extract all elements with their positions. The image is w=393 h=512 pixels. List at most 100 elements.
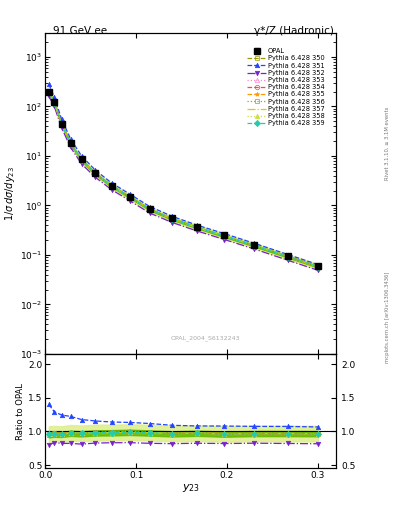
Pythia 6.428 354 — [170, 216, 175, 222]
Text: γ*/Z (Hadronic): γ*/Z (Hadronic) — [254, 26, 334, 36]
Pythia 6.428 351 — [316, 262, 320, 268]
Pythia 6.428 351 — [195, 222, 199, 228]
Pythia 6.428 357 — [52, 100, 57, 106]
Pythia 6.428 355 — [222, 233, 227, 239]
Pythia 6.428 355 — [147, 206, 152, 212]
Pythia 6.428 356 — [316, 264, 320, 270]
Pythia 6.428 359 — [170, 216, 175, 222]
Line: Pythia 6.428 358: Pythia 6.428 358 — [47, 90, 320, 269]
Pythia 6.428 351 — [59, 116, 64, 122]
Pythia 6.428 359 — [46, 89, 51, 95]
Pythia 6.428 355 — [316, 264, 320, 270]
Pythia 6.428 357 — [46, 89, 51, 95]
Pythia 6.428 351 — [252, 240, 257, 246]
Pythia 6.428 358 — [147, 206, 152, 212]
Pythia 6.428 355 — [79, 157, 84, 163]
Pythia 6.428 359 — [59, 121, 64, 127]
Pythia 6.428 355 — [93, 170, 97, 177]
Pythia 6.428 350 — [79, 157, 84, 163]
Pythia 6.428 356 — [170, 216, 175, 222]
Pythia 6.428 355 — [170, 216, 175, 222]
Pythia 6.428 352 — [68, 144, 73, 151]
Pythia 6.428 358 — [68, 141, 73, 147]
Pythia 6.428 359 — [68, 141, 73, 147]
Pythia 6.428 353 — [170, 216, 175, 222]
Pythia 6.428 359 — [93, 170, 97, 177]
Pythia 6.428 352 — [316, 267, 320, 273]
Pythia 6.428 358 — [46, 89, 51, 95]
Pythia 6.428 353 — [68, 141, 73, 147]
Pythia 6.428 356 — [127, 194, 132, 200]
Pythia 6.428 352 — [79, 161, 84, 167]
X-axis label: $y_{23}$: $y_{23}$ — [182, 482, 200, 494]
Pythia 6.428 354 — [93, 170, 97, 177]
Pythia 6.428 351 — [46, 81, 51, 88]
Pythia 6.428 356 — [46, 89, 51, 95]
Pythia 6.428 351 — [109, 180, 114, 186]
Pythia 6.428 352 — [109, 186, 114, 193]
Line: Pythia 6.428 355: Pythia 6.428 355 — [47, 90, 320, 269]
Pythia 6.428 358 — [222, 233, 227, 239]
Legend: OPAL, Pythia 6.428 350, Pythia 6.428 351, Pythia 6.428 352, Pythia 6.428 353, Py: OPAL, Pythia 6.428 350, Pythia 6.428 351… — [246, 46, 327, 128]
Pythia 6.428 350 — [252, 243, 257, 249]
Pythia 6.428 350 — [59, 121, 64, 127]
Line: Pythia 6.428 351: Pythia 6.428 351 — [47, 82, 320, 267]
Pythia 6.428 350 — [316, 264, 320, 270]
Pythia 6.428 352 — [285, 257, 290, 263]
Pythia 6.428 358 — [127, 194, 132, 200]
Pythia 6.428 353 — [79, 157, 84, 163]
Pythia 6.428 356 — [195, 224, 199, 230]
Pythia 6.428 354 — [109, 183, 114, 189]
Pythia 6.428 356 — [109, 183, 114, 189]
Pythia 6.428 354 — [285, 253, 290, 260]
Pythia 6.428 359 — [52, 100, 57, 106]
Pythia 6.428 359 — [109, 183, 114, 189]
Pythia 6.428 353 — [93, 170, 97, 177]
Pythia 6.428 351 — [127, 191, 132, 197]
Pythia 6.428 355 — [127, 194, 132, 200]
Pythia 6.428 352 — [195, 228, 199, 234]
Pythia 6.428 358 — [252, 243, 257, 249]
Pythia 6.428 359 — [79, 157, 84, 163]
Pythia 6.428 357 — [285, 253, 290, 260]
Pythia 6.428 354 — [195, 224, 199, 230]
Line: Pythia 6.428 352: Pythia 6.428 352 — [47, 94, 320, 272]
Pythia 6.428 355 — [46, 89, 51, 95]
Pythia 6.428 353 — [252, 243, 257, 249]
Pythia 6.428 352 — [222, 237, 227, 243]
Pythia 6.428 359 — [252, 243, 257, 249]
Pythia 6.428 353 — [59, 121, 64, 127]
Pythia 6.428 357 — [170, 216, 175, 222]
Pythia 6.428 356 — [52, 100, 57, 106]
Pythia 6.428 357 — [109, 183, 114, 189]
Pythia 6.428 356 — [285, 253, 290, 260]
Pythia 6.428 350 — [68, 141, 73, 147]
Pythia 6.428 359 — [195, 224, 199, 230]
Pythia 6.428 358 — [93, 170, 97, 177]
Text: Rivet 3.1.10, ≥ 3.1M events: Rivet 3.1.10, ≥ 3.1M events — [385, 106, 390, 180]
Y-axis label: Ratio to OPAL: Ratio to OPAL — [16, 383, 25, 440]
Pythia 6.428 351 — [222, 230, 227, 237]
Pythia 6.428 356 — [147, 206, 152, 212]
Pythia 6.428 351 — [79, 153, 84, 159]
Pythia 6.428 353 — [52, 100, 57, 106]
Pythia 6.428 357 — [222, 233, 227, 239]
Pythia 6.428 358 — [285, 253, 290, 260]
Pythia 6.428 355 — [52, 100, 57, 106]
Line: Pythia 6.428 350: Pythia 6.428 350 — [47, 91, 320, 269]
Pythia 6.428 359 — [316, 264, 320, 270]
Pythia 6.428 352 — [252, 246, 257, 252]
Pythia 6.428 353 — [147, 206, 152, 212]
Pythia 6.428 352 — [93, 174, 97, 180]
Pythia 6.428 354 — [79, 157, 84, 163]
Pythia 6.428 353 — [46, 89, 51, 95]
Pythia 6.428 350 — [285, 253, 290, 260]
Pythia 6.428 358 — [52, 100, 57, 106]
Pythia 6.428 356 — [252, 243, 257, 249]
Pythia 6.428 354 — [316, 264, 320, 270]
Line: Pythia 6.428 354: Pythia 6.428 354 — [47, 90, 320, 269]
Pythia 6.428 353 — [127, 194, 132, 200]
Pythia 6.428 355 — [109, 183, 114, 189]
Pythia 6.428 351 — [170, 214, 175, 220]
Pythia 6.428 350 — [147, 206, 152, 212]
